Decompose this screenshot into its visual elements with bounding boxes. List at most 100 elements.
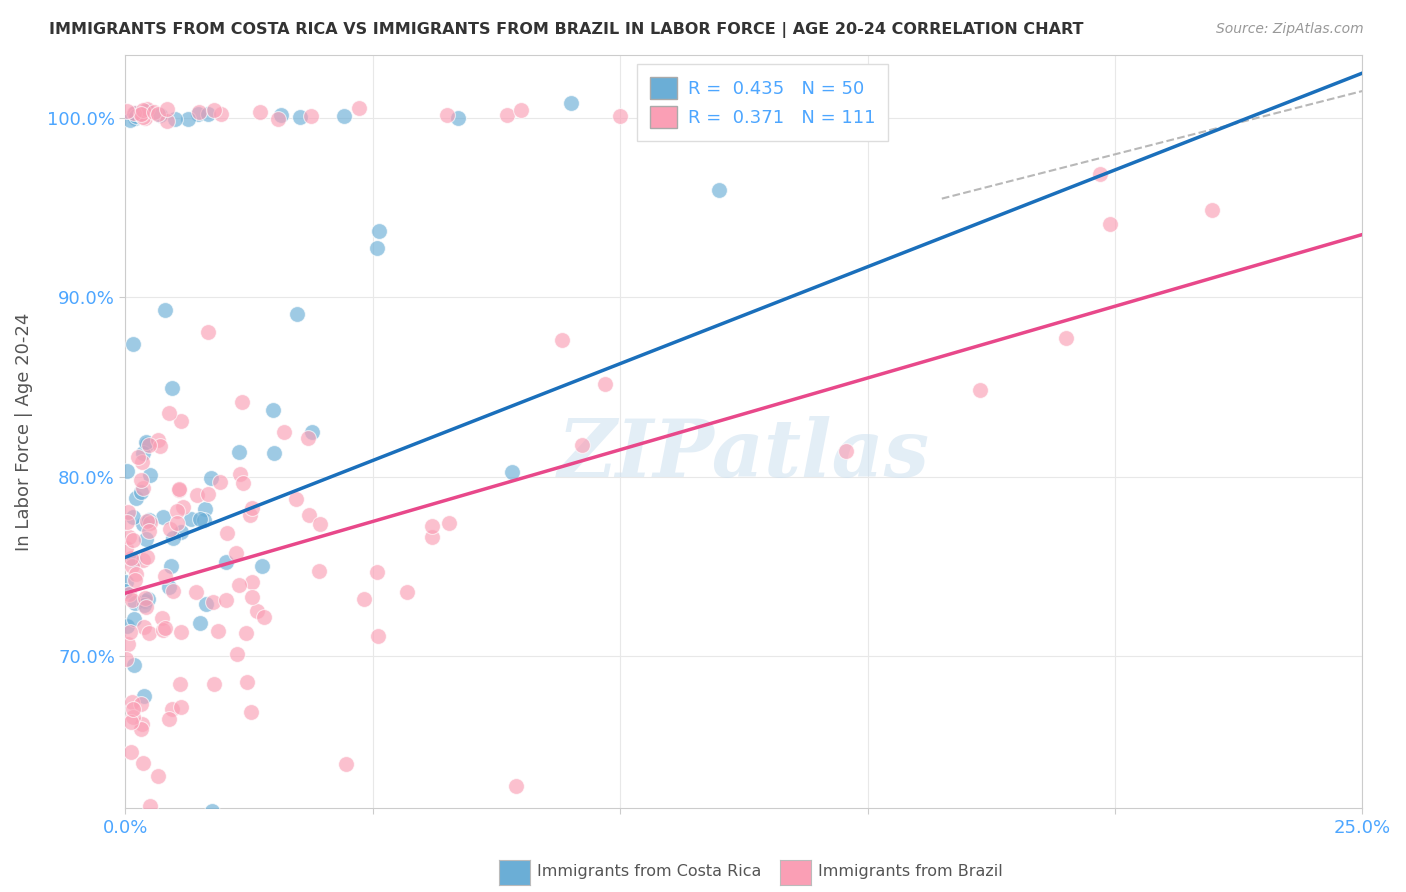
Point [496,108,519,122]
Point [169,677,191,691]
Point [308,564,330,578]
Point [129,108,152,122]
Point [125,491,148,505]
Point [131,446,153,460]
Point [239,508,262,523]
Point [155,621,177,635]
Point [172,500,194,514]
Point [560,96,582,111]
Point [115,464,138,478]
Point [114,812,136,826]
Point [131,103,153,117]
Point [135,532,157,546]
Point [202,677,225,691]
Point [142,105,165,120]
Point [200,471,222,485]
Point [510,103,533,117]
Point [121,593,143,607]
Point [162,584,184,599]
Point [132,598,155,612]
Point [124,111,146,125]
Point [285,307,308,321]
Point [122,611,145,625]
Point [209,475,232,489]
Point [420,531,443,545]
Point [152,623,174,637]
Point [117,587,139,601]
Point [270,108,292,122]
Point [1201,202,1223,217]
Point [707,104,730,119]
Point [807,109,830,123]
Point [367,224,389,238]
Point [115,103,138,118]
Text: Immigrants from Brazil: Immigrants from Brazil [818,864,1002,879]
Point [136,437,159,451]
Point [132,517,155,532]
Point [262,403,284,417]
Point [114,583,136,598]
Point [207,624,229,639]
Point [129,723,152,737]
Point [395,585,418,599]
Point [135,435,157,450]
Point [149,439,172,453]
Point [571,438,593,452]
Point [188,616,211,631]
Point [134,594,156,608]
Point [301,425,323,439]
Point [177,112,200,127]
Point [1054,331,1077,345]
Point [139,516,162,530]
Point [134,689,156,703]
Point [297,431,319,445]
Point [225,546,247,560]
Point [131,455,153,469]
Point [707,110,730,124]
Point [132,110,155,124]
Point [124,109,146,123]
Point [115,574,138,589]
Y-axis label: In Labor Force | Age 20-24: In Labor Force | Age 20-24 [15,312,32,551]
Point [186,488,208,502]
Point [335,757,357,772]
Point [297,508,319,523]
Point [122,509,145,524]
Point [188,104,211,119]
Point [122,553,145,567]
Point [288,110,311,124]
Point [139,798,162,813]
Point [160,381,183,395]
Point [121,559,143,574]
Point [969,383,991,397]
Point [117,505,139,519]
Point [366,565,388,579]
Point [240,590,263,604]
Point [120,745,142,759]
Point [153,303,176,318]
Point [366,241,388,255]
Point [129,485,152,500]
Point [134,591,156,605]
Point [228,578,250,592]
Point [129,107,152,121]
Point [246,604,269,618]
Point [333,109,356,123]
Point [156,103,179,117]
Point [367,629,389,643]
Point [187,106,209,120]
Point [122,533,145,548]
Point [166,504,188,518]
Point [609,110,631,124]
Point [132,620,155,634]
Point [209,107,232,121]
Point [447,112,470,126]
Point [353,592,375,607]
Point [122,106,145,120]
Text: Immigrants from Costa Rica: Immigrants from Costa Rica [537,864,762,879]
Point [231,395,253,409]
Point [136,550,159,565]
Legend: R =  0.435   N = 50, R =  0.371   N = 111: R = 0.435 N = 50, R = 0.371 N = 111 [637,64,887,141]
Point [232,475,254,490]
Point [163,112,186,126]
